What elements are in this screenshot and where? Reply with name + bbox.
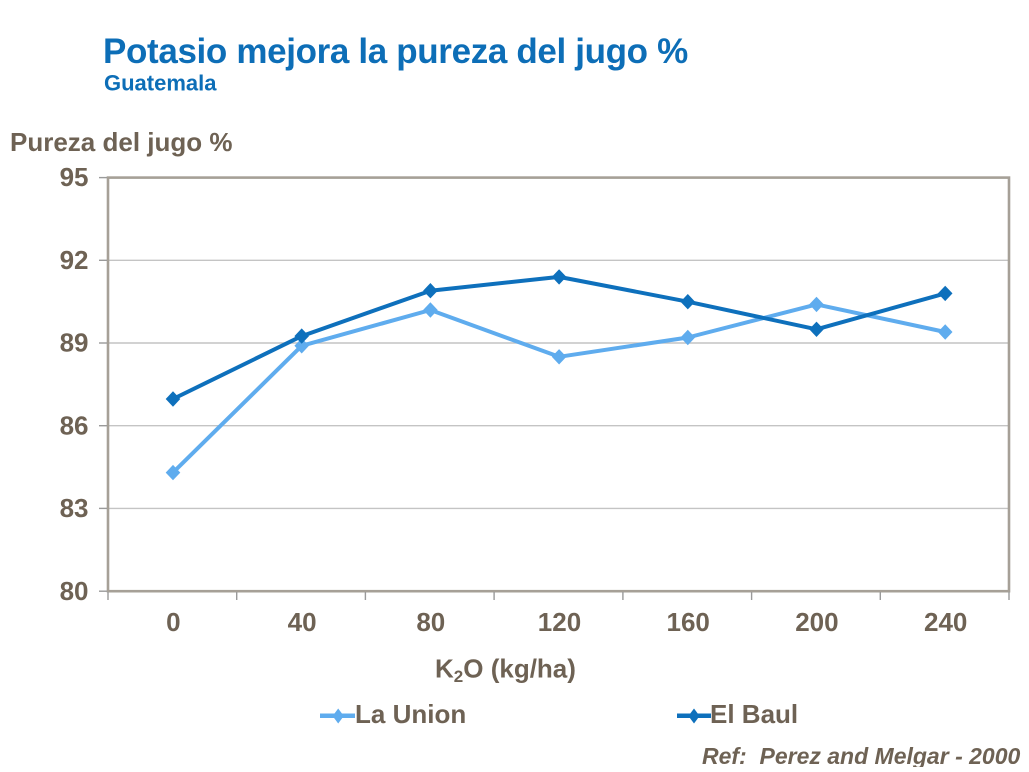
svg-text:0: 0 <box>166 607 180 637</box>
svg-text:92: 92 <box>60 245 89 275</box>
svg-text:Ref: Perez and Melgar - 2000: Ref: Perez and Melgar - 2000 <box>702 743 1020 767</box>
svg-text:120: 120 <box>538 607 581 637</box>
svg-text:89: 89 <box>60 328 89 358</box>
svg-text:K2O (kg/ha): K2O (kg/ha) <box>435 653 576 686</box>
svg-text:Guatemala: Guatemala <box>104 71 217 96</box>
svg-text:Pureza del jugo %: Pureza del jugo % <box>10 127 233 157</box>
svg-text:200: 200 <box>795 607 838 637</box>
svg-text:95: 95 <box>60 162 89 192</box>
svg-text:Potasio mejora la pureza del j: Potasio mejora la pureza del jugo % <box>103 32 688 71</box>
svg-text:83: 83 <box>60 493 89 523</box>
svg-text:80: 80 <box>416 607 445 637</box>
svg-text:160: 160 <box>667 607 710 637</box>
svg-text:40: 40 <box>288 607 317 637</box>
svg-text:240: 240 <box>924 607 967 637</box>
svg-text:El Baul: El Baul <box>710 699 798 729</box>
svg-text:86: 86 <box>60 410 89 440</box>
svg-text:80: 80 <box>60 576 89 606</box>
svg-text:La Union: La Union <box>355 699 466 729</box>
